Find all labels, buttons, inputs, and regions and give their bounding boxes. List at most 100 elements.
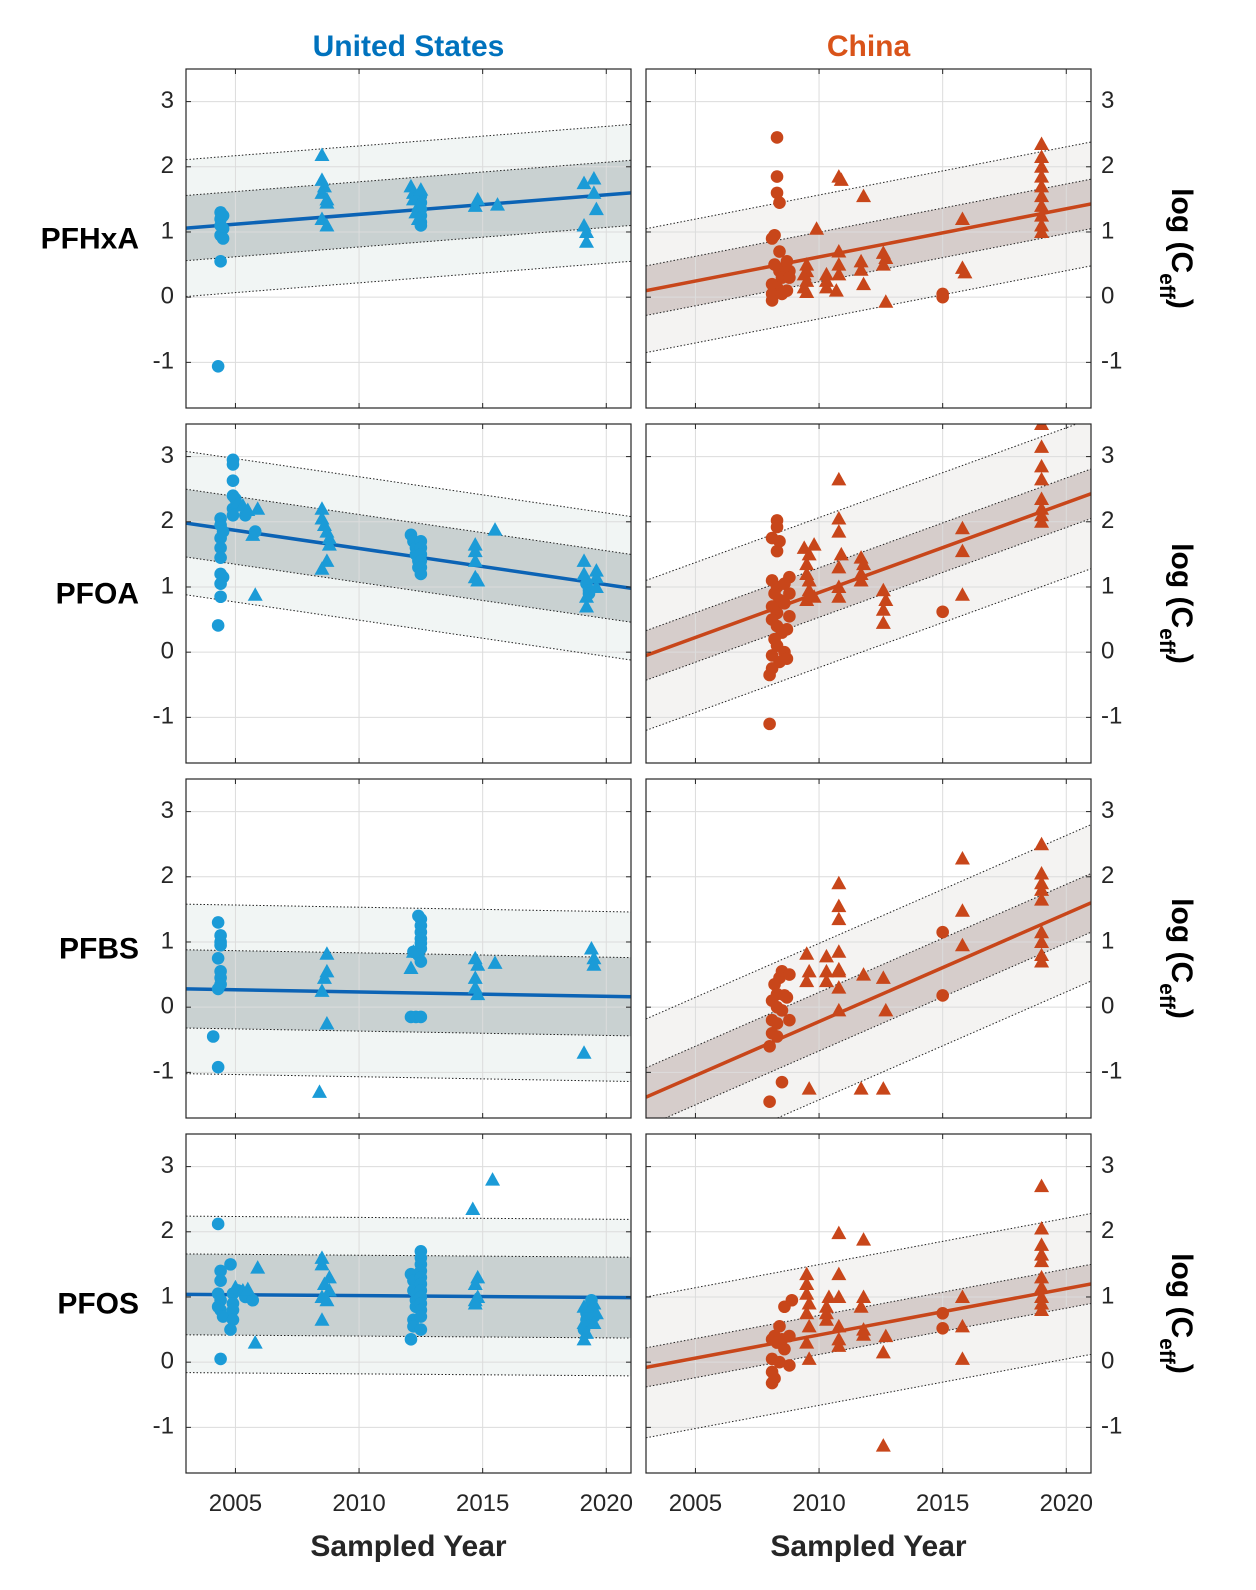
data-point-circle xyxy=(773,1320,786,1333)
data-point-circle xyxy=(780,623,794,636)
ytick-label: -1 xyxy=(1101,348,1122,375)
data-point-triangle xyxy=(579,234,594,248)
data-point-triangle xyxy=(490,197,505,211)
data-point-circle xyxy=(936,605,949,619)
axes-frame xyxy=(645,778,1092,1119)
data-point-triangle xyxy=(831,1225,847,1240)
ytick-label: -1 xyxy=(1101,1413,1122,1440)
data-point-triangle xyxy=(579,224,594,238)
data-point-triangle xyxy=(856,188,872,203)
data-point-circle xyxy=(780,652,794,665)
data-point-triangle xyxy=(875,582,891,597)
data-point-triangle xyxy=(806,589,822,603)
data-point-triangle xyxy=(319,1015,335,1030)
data-point-circle xyxy=(763,668,776,682)
data-point-circle xyxy=(936,989,949,1002)
data-point-triangle xyxy=(818,963,834,978)
ytick-label: 1 xyxy=(161,927,174,954)
data-point-triangle xyxy=(576,566,592,580)
band-edge xyxy=(186,556,631,623)
data-point-triangle xyxy=(321,1282,337,1297)
ytick-label: 2 xyxy=(1101,1217,1114,1244)
xtick-label: 2010 xyxy=(332,1490,385,1517)
data-point-circle xyxy=(783,1359,796,1372)
data-point-circle xyxy=(211,359,225,373)
data-point-triangle xyxy=(321,537,337,551)
column-title: China xyxy=(827,30,911,63)
data-point-triangle xyxy=(588,569,604,584)
panel-pfbs-us: -1 0 1 2 3 xyxy=(153,778,632,1119)
data-point-circle xyxy=(214,541,227,555)
data-point-triangle xyxy=(831,471,847,486)
data-point-triangle xyxy=(831,1266,847,1281)
data-point-circle xyxy=(783,570,796,584)
data-point-triangle xyxy=(579,599,594,613)
data-point-circle xyxy=(780,991,794,1004)
data-point-circle xyxy=(775,1075,789,1089)
axes-frame xyxy=(645,423,1092,764)
data-point-triangle xyxy=(467,1296,483,1310)
ytick-label: 2 xyxy=(1101,507,1114,534)
data-point-triangle xyxy=(314,1256,330,1271)
data-point-triangle xyxy=(467,543,483,558)
data-point-circle xyxy=(783,1329,796,1343)
ytick-label: 1 xyxy=(161,572,174,599)
band-edge xyxy=(186,260,631,298)
data-point-triangle xyxy=(957,264,973,279)
axes-frame xyxy=(185,1133,632,1474)
data-point-circle xyxy=(214,551,227,564)
data-point-circle xyxy=(765,232,779,245)
data-point-triangle xyxy=(831,1318,847,1333)
data-point-triangle xyxy=(588,1305,604,1320)
data-point-triangle xyxy=(1034,458,1050,473)
panel-pfos-us: -1 0 1 2 3 2005 2010 2015 2020 xyxy=(153,1133,633,1517)
data-point-triangle xyxy=(831,589,847,603)
axes-frame xyxy=(645,1133,1092,1474)
ytick-label: 2 xyxy=(1101,152,1114,179)
data-point-circle xyxy=(214,1352,227,1366)
xlabel: Sampled Year xyxy=(310,1530,507,1563)
data-point-triangle xyxy=(465,1201,481,1215)
ytick-label: 3 xyxy=(161,1152,174,1179)
data-point-triangle xyxy=(319,1292,335,1307)
band-edge xyxy=(186,450,631,518)
data-point-circle xyxy=(785,1293,799,1307)
data-point-triangle xyxy=(1034,514,1050,528)
ytick-label: 2 xyxy=(161,152,174,179)
fit-line xyxy=(186,987,631,999)
data-point-triangle xyxy=(1034,224,1050,238)
data-point-triangle xyxy=(1034,208,1050,222)
data-point-triangle xyxy=(878,1002,894,1017)
data-point-triangle xyxy=(831,875,847,890)
data-point-circle xyxy=(768,978,781,991)
data-point-triangle xyxy=(1034,439,1050,453)
data-point-triangle xyxy=(319,946,335,960)
data-point-circle xyxy=(783,610,796,623)
data-point-triangle xyxy=(831,524,847,538)
data-point-triangle xyxy=(314,983,330,997)
data-point-triangle xyxy=(831,944,847,958)
data-point-triangle xyxy=(487,955,503,969)
data-point-circle xyxy=(778,1342,791,1356)
axes-frame xyxy=(185,423,632,764)
ytick-label: 2 xyxy=(161,862,174,889)
data-point-triangle xyxy=(250,501,266,515)
data-point-circle xyxy=(414,1323,428,1336)
data-point-circle xyxy=(783,587,796,600)
data-point-triangle xyxy=(314,561,330,575)
data-point-triangle xyxy=(1034,882,1050,896)
ytick-label: 3 xyxy=(161,797,174,824)
band-edge xyxy=(186,1073,631,1082)
data-point-circle xyxy=(214,255,227,268)
data-point-triangle xyxy=(247,587,263,601)
data-point-triangle xyxy=(467,553,483,567)
data-point-triangle xyxy=(1034,866,1050,880)
data-point-triangle xyxy=(319,217,335,232)
data-point-circle xyxy=(214,590,227,604)
axes-frame xyxy=(185,68,632,409)
data-point-triangle xyxy=(1034,178,1050,193)
data-point-triangle xyxy=(470,572,486,587)
ytick-label: -1 xyxy=(1101,1058,1122,1085)
ytick-label: 2 xyxy=(161,507,174,534)
